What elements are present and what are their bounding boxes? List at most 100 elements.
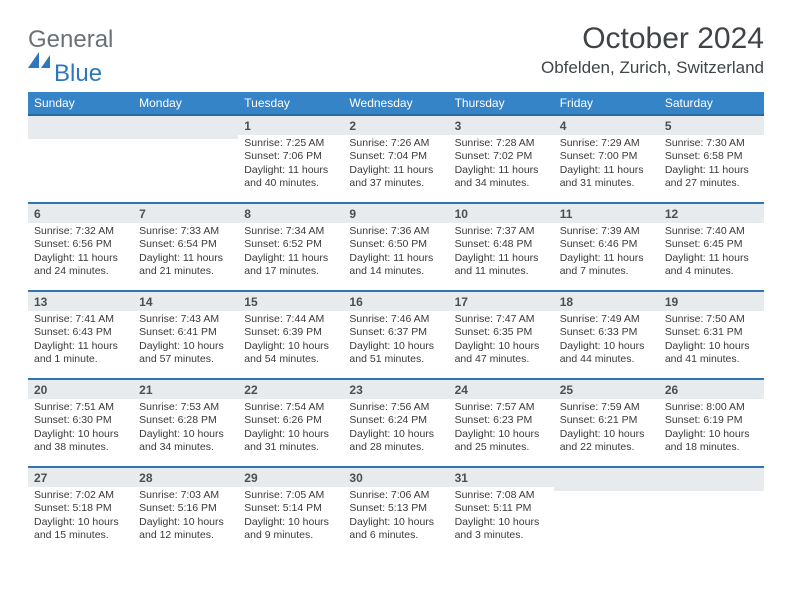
sunset-text: Sunset: 6:41 PM bbox=[139, 326, 232, 339]
daylight-text: Daylight: 11 hours and 24 minutes. bbox=[34, 252, 127, 279]
sunrise-text: Sunrise: 7:30 AM bbox=[665, 137, 758, 150]
day-number: 16 bbox=[343, 292, 448, 311]
day-body: Sunrise: 7:47 AMSunset: 6:35 PMDaylight:… bbox=[449, 311, 554, 369]
sunrise-text: Sunrise: 7:49 AM bbox=[560, 313, 653, 326]
day-number: 18 bbox=[554, 292, 659, 311]
day-number: 23 bbox=[343, 380, 448, 399]
sunrise-text: Sunrise: 7:06 AM bbox=[349, 489, 442, 502]
daylight-text: Daylight: 10 hours and 15 minutes. bbox=[34, 516, 127, 543]
day-number: 5 bbox=[659, 116, 764, 135]
daylight-text: Daylight: 10 hours and 12 minutes. bbox=[139, 516, 232, 543]
location-text: Obfelden, Zurich, Switzerland bbox=[541, 58, 764, 78]
day-number: 9 bbox=[343, 204, 448, 223]
daylight-text: Daylight: 10 hours and 38 minutes. bbox=[34, 428, 127, 455]
calendar-cell: 27Sunrise: 7:02 AMSunset: 5:18 PMDayligh… bbox=[28, 467, 133, 554]
daylight-text: Daylight: 11 hours and 14 minutes. bbox=[349, 252, 442, 279]
sunrise-text: Sunrise: 7:41 AM bbox=[34, 313, 127, 326]
day-body: Sunrise: 7:32 AMSunset: 6:56 PMDaylight:… bbox=[28, 223, 133, 281]
daylight-text: Daylight: 10 hours and 6 minutes. bbox=[349, 516, 442, 543]
sunset-text: Sunset: 7:02 PM bbox=[455, 150, 548, 163]
day-number: 19 bbox=[659, 292, 764, 311]
day-number: 25 bbox=[554, 380, 659, 399]
day-body bbox=[659, 491, 764, 495]
calendar-cell: 21Sunrise: 7:53 AMSunset: 6:28 PMDayligh… bbox=[133, 379, 238, 467]
sunrise-text: Sunrise: 7:03 AM bbox=[139, 489, 232, 502]
day-number: 1 bbox=[238, 116, 343, 135]
calendar-cell: 28Sunrise: 7:03 AMSunset: 5:16 PMDayligh… bbox=[133, 467, 238, 554]
sunrise-text: Sunrise: 7:29 AM bbox=[560, 137, 653, 150]
day-body: Sunrise: 7:40 AMSunset: 6:45 PMDaylight:… bbox=[659, 223, 764, 281]
sunset-text: Sunset: 6:48 PM bbox=[455, 238, 548, 251]
day-number: 2 bbox=[343, 116, 448, 135]
weekday-header-row: SundayMondayTuesdayWednesdayThursdayFrid… bbox=[28, 92, 764, 115]
calendar-cell: 1Sunrise: 7:25 AMSunset: 7:06 PMDaylight… bbox=[238, 115, 343, 203]
day-body: Sunrise: 7:56 AMSunset: 6:24 PMDaylight:… bbox=[343, 399, 448, 457]
day-number: 21 bbox=[133, 380, 238, 399]
day-body: Sunrise: 7:34 AMSunset: 6:52 PMDaylight:… bbox=[238, 223, 343, 281]
calendar-cell bbox=[133, 115, 238, 203]
calendar-cell: 15Sunrise: 7:44 AMSunset: 6:39 PMDayligh… bbox=[238, 291, 343, 379]
daylight-text: Daylight: 11 hours and 31 minutes. bbox=[560, 164, 653, 191]
calendar-cell: 12Sunrise: 7:40 AMSunset: 6:45 PMDayligh… bbox=[659, 203, 764, 291]
calendar-cell: 6Sunrise: 7:32 AMSunset: 6:56 PMDaylight… bbox=[28, 203, 133, 291]
sunset-text: Sunset: 6:23 PM bbox=[455, 414, 548, 427]
calendar-cell: 24Sunrise: 7:57 AMSunset: 6:23 PMDayligh… bbox=[449, 379, 554, 467]
day-number: 27 bbox=[28, 468, 133, 487]
calendar-cell: 10Sunrise: 7:37 AMSunset: 6:48 PMDayligh… bbox=[449, 203, 554, 291]
day-body: Sunrise: 7:59 AMSunset: 6:21 PMDaylight:… bbox=[554, 399, 659, 457]
sunrise-text: Sunrise: 7:44 AM bbox=[244, 313, 337, 326]
sunrise-text: Sunrise: 8:00 AM bbox=[665, 401, 758, 414]
weekday-header: Friday bbox=[554, 92, 659, 115]
daylight-text: Daylight: 11 hours and 40 minutes. bbox=[244, 164, 337, 191]
day-body bbox=[554, 491, 659, 495]
sunset-text: Sunset: 5:11 PM bbox=[455, 502, 548, 515]
calendar-body: 1Sunrise: 7:25 AMSunset: 7:06 PMDaylight… bbox=[28, 115, 764, 554]
sunset-text: Sunset: 6:37 PM bbox=[349, 326, 442, 339]
calendar-week-row: 6Sunrise: 7:32 AMSunset: 6:56 PMDaylight… bbox=[28, 203, 764, 291]
day-body: Sunrise: 7:26 AMSunset: 7:04 PMDaylight:… bbox=[343, 135, 448, 193]
calendar-week-row: 27Sunrise: 7:02 AMSunset: 5:18 PMDayligh… bbox=[28, 467, 764, 554]
day-number: 26 bbox=[659, 380, 764, 399]
day-body: Sunrise: 7:06 AMSunset: 5:13 PMDaylight:… bbox=[343, 487, 448, 545]
sunrise-text: Sunrise: 7:40 AM bbox=[665, 225, 758, 238]
sunrise-text: Sunrise: 7:46 AM bbox=[349, 313, 442, 326]
brand-primary: General bbox=[28, 26, 113, 53]
sunset-text: Sunset: 6:52 PM bbox=[244, 238, 337, 251]
sunset-text: Sunset: 6:33 PM bbox=[560, 326, 653, 339]
sunrise-text: Sunrise: 7:28 AM bbox=[455, 137, 548, 150]
calendar-cell: 7Sunrise: 7:33 AMSunset: 6:54 PMDaylight… bbox=[133, 203, 238, 291]
sunset-text: Sunset: 5:13 PM bbox=[349, 502, 442, 515]
day-number: 30 bbox=[343, 468, 448, 487]
calendar-cell: 17Sunrise: 7:47 AMSunset: 6:35 PMDayligh… bbox=[449, 291, 554, 379]
sunset-text: Sunset: 6:50 PM bbox=[349, 238, 442, 251]
day-number: 12 bbox=[659, 204, 764, 223]
day-body: Sunrise: 7:50 AMSunset: 6:31 PMDaylight:… bbox=[659, 311, 764, 369]
calendar-cell: 30Sunrise: 7:06 AMSunset: 5:13 PMDayligh… bbox=[343, 467, 448, 554]
day-body: Sunrise: 7:54 AMSunset: 6:26 PMDaylight:… bbox=[238, 399, 343, 457]
sunset-text: Sunset: 6:28 PM bbox=[139, 414, 232, 427]
calendar-cell: 31Sunrise: 7:08 AMSunset: 5:11 PMDayligh… bbox=[449, 467, 554, 554]
sunset-text: Sunset: 6:56 PM bbox=[34, 238, 127, 251]
daylight-text: Daylight: 10 hours and 28 minutes. bbox=[349, 428, 442, 455]
day-number: 8 bbox=[238, 204, 343, 223]
day-body: Sunrise: 7:33 AMSunset: 6:54 PMDaylight:… bbox=[133, 223, 238, 281]
day-number: 11 bbox=[554, 204, 659, 223]
daylight-text: Daylight: 10 hours and 3 minutes. bbox=[455, 516, 548, 543]
day-number: 7 bbox=[133, 204, 238, 223]
header-row: General Blue October 2024 Obfelden, Zuri… bbox=[28, 22, 764, 86]
day-number bbox=[133, 116, 238, 139]
sunset-text: Sunset: 5:14 PM bbox=[244, 502, 337, 515]
calendar-cell: 5Sunrise: 7:30 AMSunset: 6:58 PMDaylight… bbox=[659, 115, 764, 203]
sunrise-text: Sunrise: 7:25 AM bbox=[244, 137, 337, 150]
calendar-cell: 19Sunrise: 7:50 AMSunset: 6:31 PMDayligh… bbox=[659, 291, 764, 379]
sunrise-text: Sunrise: 7:54 AM bbox=[244, 401, 337, 414]
sunset-text: Sunset: 6:45 PM bbox=[665, 238, 758, 251]
weekday-header: Saturday bbox=[659, 92, 764, 115]
calendar-cell: 4Sunrise: 7:29 AMSunset: 7:00 PMDaylight… bbox=[554, 115, 659, 203]
calendar-cell: 25Sunrise: 7:59 AMSunset: 6:21 PMDayligh… bbox=[554, 379, 659, 467]
sunrise-text: Sunrise: 7:39 AM bbox=[560, 225, 653, 238]
calendar-week-row: 20Sunrise: 7:51 AMSunset: 6:30 PMDayligh… bbox=[28, 379, 764, 467]
sunrise-text: Sunrise: 7:05 AM bbox=[244, 489, 337, 502]
daylight-text: Daylight: 10 hours and 22 minutes. bbox=[560, 428, 653, 455]
day-number bbox=[659, 468, 764, 491]
